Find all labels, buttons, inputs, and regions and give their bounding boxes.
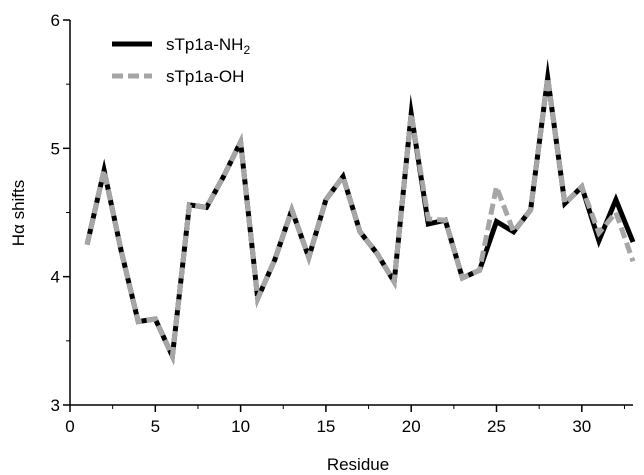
legend-label-text: sTp1a-OH xyxy=(166,67,244,86)
x-tick-label: 25 xyxy=(487,417,506,436)
legend-label-text: sTp1a-NH xyxy=(166,35,243,54)
legend: sTp1a-NH2 sTp1a-OH xyxy=(112,35,250,86)
x-tick-label: 20 xyxy=(402,417,421,436)
series-line-oh xyxy=(84,58,636,366)
y-tick-label: 6 xyxy=(51,11,60,30)
x-tick-label: 0 xyxy=(65,417,74,436)
axes: 3 4 5 6 0 5 10 15 20 25 30 xyxy=(51,11,633,436)
x-tick-label: 10 xyxy=(231,417,250,436)
y-tick-label: 4 xyxy=(51,268,60,287)
legend-label: sTp1a-OH xyxy=(166,67,244,86)
legend-label: sTp1a-NH2 xyxy=(166,35,250,57)
y-tick-label: 3 xyxy=(51,396,60,415)
x-tick-label: 5 xyxy=(151,417,160,436)
y-tick-label: 5 xyxy=(51,139,60,158)
x-tick-label: 15 xyxy=(316,417,335,436)
y-axis-title: Hα shifts xyxy=(9,180,28,247)
legend-label-subscript: 2 xyxy=(243,43,250,57)
series-layer xyxy=(84,58,636,366)
x-axis-title: Residue xyxy=(327,455,389,474)
x-tick-label: 30 xyxy=(572,417,591,436)
